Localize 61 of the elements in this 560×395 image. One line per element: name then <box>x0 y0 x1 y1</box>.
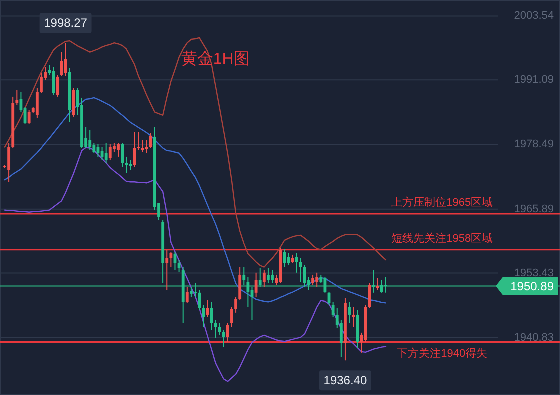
candlestick <box>262 270 266 288</box>
candlestick <box>96 144 100 158</box>
annotation: 1998.27 <box>44 16 88 30</box>
candlestick <box>218 322 222 336</box>
candlestick <box>28 110 31 125</box>
candlestick <box>271 270 274 284</box>
candlestick <box>214 320 218 339</box>
candlestick <box>16 90 19 106</box>
candlestick <box>376 278 380 291</box>
candlestick <box>230 306 234 328</box>
candlestick <box>226 322 230 343</box>
candlestick <box>186 286 189 304</box>
line-series <box>4 37 387 268</box>
candlestick <box>64 42 68 77</box>
candlestick <box>206 300 210 318</box>
candlestick <box>129 160 132 171</box>
candlestick <box>316 272 319 288</box>
candlestick <box>125 156 128 174</box>
y-tick-label: 1991.09 <box>514 74 554 86</box>
y-tick-label: 2003.54 <box>514 10 554 22</box>
y-tick-label: 1953.43 <box>514 267 554 280</box>
candlestick <box>283 248 286 268</box>
candlestick <box>267 268 270 284</box>
candlestick <box>332 302 335 318</box>
y-tick-label: 1978.49 <box>514 138 554 151</box>
candlestick <box>137 132 140 151</box>
candlestick <box>141 140 144 153</box>
candlestick <box>170 252 173 268</box>
candlestick <box>312 274 314 286</box>
candlestick <box>166 250 169 291</box>
y-tick-label: 1940.83 <box>514 332 554 344</box>
candlestick <box>149 132 152 149</box>
candlestick <box>108 144 112 161</box>
ref-line-label: 1950.89 <box>510 279 554 294</box>
ref-line-label: 上方压制位1965区域 <box>392 196 494 209</box>
candlestick <box>295 252 298 274</box>
candlestick <box>202 304 206 328</box>
candlestick <box>88 130 92 151</box>
annotation: 1936.40 <box>324 374 368 388</box>
candlestick <box>178 260 181 273</box>
candlestick <box>222 330 226 348</box>
candlestick <box>117 142 120 158</box>
candlestick <box>254 272 258 298</box>
candlestick <box>36 88 39 118</box>
candlestick <box>56 74 60 98</box>
candlestick <box>92 142 96 154</box>
candlestick <box>8 142 11 183</box>
y-tick-label: 1965.89 <box>514 203 554 216</box>
candlestick <box>234 296 238 314</box>
ref-line-label: 下方关注1940得失 <box>397 347 488 360</box>
candlestick <box>104 142 108 164</box>
candlestick <box>198 290 202 311</box>
candlestick <box>133 132 136 168</box>
candlestick <box>121 142 124 168</box>
candlestick <box>40 72 43 94</box>
candlestick <box>299 258 302 283</box>
candlestick <box>352 306 356 328</box>
ref-line-label: 短线先关注1958区域 <box>392 232 494 245</box>
candlestick <box>348 302 351 324</box>
candlestick <box>145 140 148 154</box>
candlestick <box>52 66 56 96</box>
